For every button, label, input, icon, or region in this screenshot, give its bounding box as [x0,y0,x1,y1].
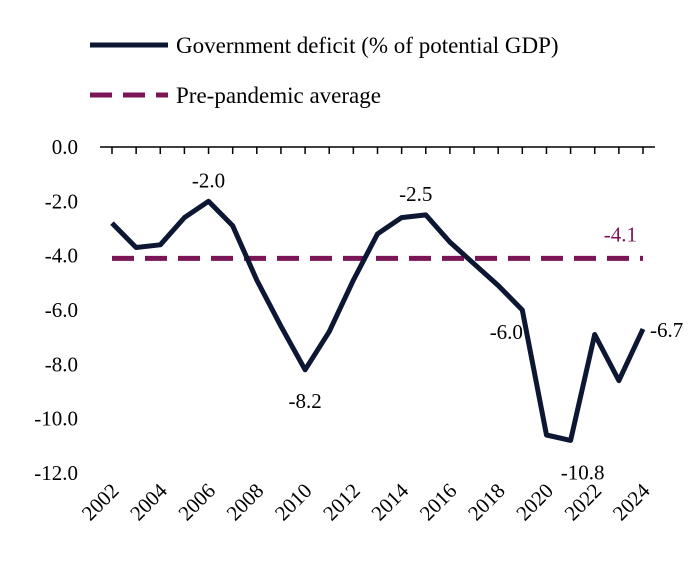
data-label: -6.7 [650,318,683,342]
y-tick-label: -2.0 [45,189,78,213]
y-tick-label: -8.0 [45,352,78,376]
data-labels: -2.0 -8.2 -2.5 -6.0 -10.8 -6.7 -4.1 [192,168,683,484]
y-tick-label: -4.0 [45,244,78,268]
x-tick-label: 2004 [125,478,172,525]
x-tick-label: 2020 [511,479,558,526]
legend-label-pre-pandemic-average: Pre-pandemic average [176,83,381,108]
data-label: -6.0 [490,320,523,344]
data-label: -8.2 [288,389,321,413]
data-label: -2.0 [192,168,225,192]
y-tick-label: -12.0 [34,461,78,485]
x-tick-label: 2006 [173,479,220,526]
series-line-government-deficit [110,198,646,443]
y-tick-label: 0.0 [52,135,78,159]
legend-label-government-deficit: Government deficit (% of potential GDP) [176,33,559,58]
data-label: -10.8 [561,460,605,484]
x-tick-label: 2016 [415,479,462,526]
y-tick-label: -6.0 [45,298,78,322]
series-layer [110,198,646,443]
legend: Government deficit (% of potential GDP) … [90,33,559,108]
x-tick-label: 2014 [367,478,414,525]
x-tick-label: 2024 [608,478,655,525]
x-tick-label: 2002 [77,479,124,526]
x-tick-label: 2010 [270,479,317,526]
data-label: -2.5 [399,182,432,206]
x-tick-label: 2008 [222,479,269,526]
data-label: -4.1 [604,222,637,246]
x-tick-label: 2018 [463,479,510,526]
x-tick-label: 2012 [318,479,365,526]
x-tick-label: 2022 [560,479,607,526]
y-tick-label: -10.0 [34,407,78,431]
